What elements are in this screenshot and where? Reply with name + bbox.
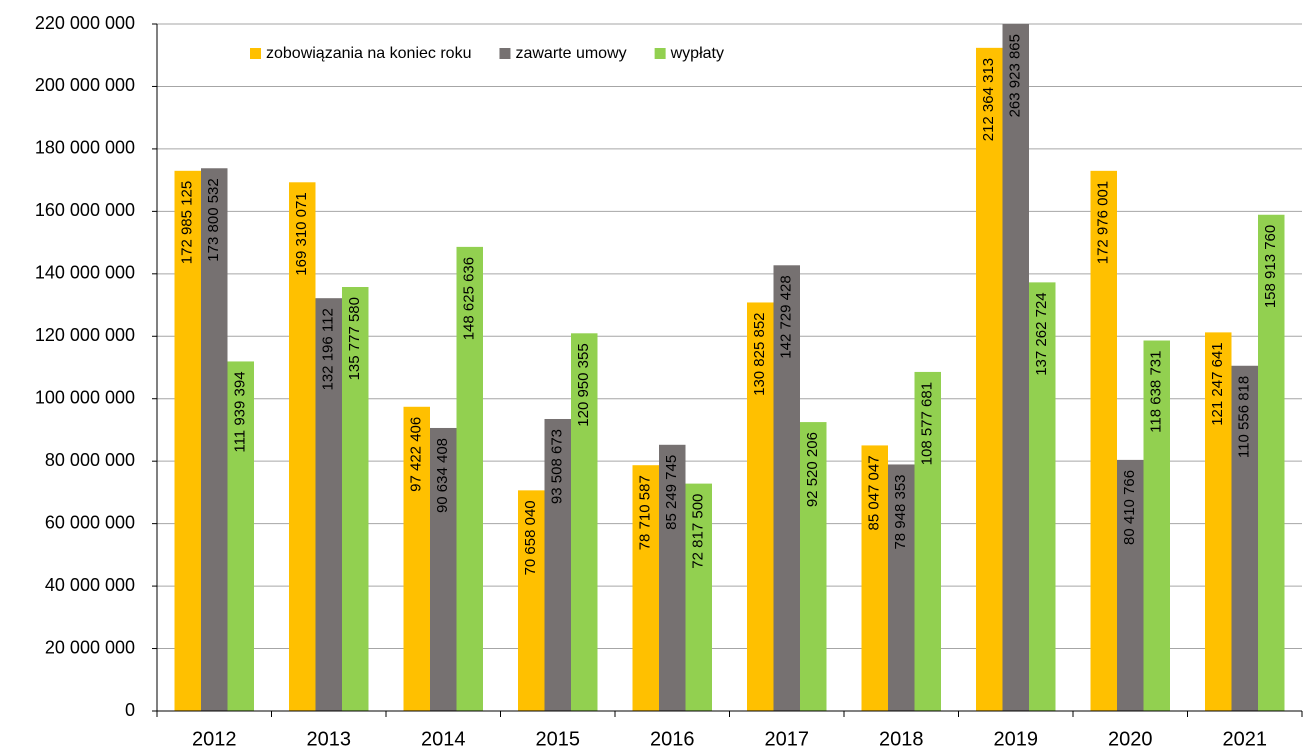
value-label: 169 310 071 — [293, 192, 310, 275]
x-tick-label: 2020 — [1108, 728, 1153, 750]
value-label: 173 800 532 — [205, 178, 222, 261]
y-tick-label: 80 000 000 — [45, 450, 135, 470]
x-tick-label: 2013 — [307, 728, 352, 750]
bar — [315, 298, 342, 711]
bar — [1002, 24, 1029, 711]
y-tick-label: 140 000 000 — [35, 263, 135, 283]
y-tick-label: 100 000 000 — [35, 387, 135, 407]
legend-label: zawarte umowy — [515, 45, 626, 62]
bar — [773, 265, 800, 711]
value-label: 118 638 731 — [1148, 351, 1165, 433]
bar — [1205, 332, 1232, 711]
legend-label: wypłaty — [670, 45, 724, 62]
value-label: 212 364 313 — [980, 58, 997, 141]
value-label: 135 777 580 — [346, 297, 363, 380]
value-label: 121 247 641 — [1209, 342, 1226, 425]
bar — [456, 246, 483, 711]
value-label: 72 817 500 — [690, 494, 707, 569]
x-tick-label: 2016 — [650, 728, 695, 750]
bar — [1029, 282, 1056, 711]
y-tick-label: 60 000 000 — [45, 512, 135, 532]
value-label: 132 196 112 — [320, 308, 337, 390]
x-tick-label: 2021 — [1223, 728, 1268, 750]
value-label: 80 410 766 — [1121, 470, 1138, 545]
value-label: 142 729 428 — [778, 275, 795, 358]
legend-label: zobowiązania na koniec roku — [266, 45, 471, 62]
y-tick-label: 40 000 000 — [45, 575, 135, 595]
bar — [747, 302, 774, 711]
bar — [632, 465, 659, 711]
value-label: 85 047 047 — [866, 455, 883, 530]
value-label: 130 825 852 — [751, 312, 768, 395]
bar — [1143, 340, 1170, 711]
x-tick-label: 2018 — [879, 728, 924, 750]
bar — [914, 371, 941, 711]
bar — [518, 490, 545, 711]
y-tick-label: 200 000 000 — [35, 75, 135, 95]
y-tick-label: 180 000 000 — [35, 138, 135, 158]
value-label: 110 556 818 — [1236, 376, 1253, 458]
legend-swatch — [654, 48, 666, 59]
x-tick-label: 2017 — [765, 728, 810, 750]
value-label: 172 976 001 — [1095, 181, 1112, 264]
bar — [430, 427, 457, 711]
legend-swatch — [499, 48, 511, 59]
bar — [685, 483, 712, 711]
value-label: 93 508 673 — [549, 429, 566, 504]
value-label: 158 913 760 — [1262, 225, 1279, 308]
value-label: 108 577 681 — [919, 382, 936, 465]
bar — [659, 444, 686, 711]
bar — [201, 168, 228, 711]
value-label: 97 422 406 — [408, 417, 425, 492]
y-tick-label: 160 000 000 — [35, 200, 135, 220]
bar — [861, 445, 888, 711]
value-label: 137 262 724 — [1033, 292, 1050, 375]
value-label: 70 658 040 — [522, 500, 539, 575]
value-label: 148 625 636 — [461, 257, 478, 340]
value-label: 111 939 394 — [232, 371, 249, 452]
bar — [403, 406, 430, 711]
bar — [888, 464, 915, 711]
bar — [1231, 365, 1258, 711]
value-label: 92 520 206 — [804, 432, 821, 507]
x-tick-label: 2019 — [994, 728, 1039, 750]
bar — [571, 333, 598, 711]
value-label: 172 985 125 — [179, 181, 196, 264]
bar — [227, 361, 254, 711]
x-tick-label: 2012 — [192, 728, 237, 750]
bars — [174, 24, 1285, 711]
bar — [544, 418, 571, 711]
bar — [976, 47, 1003, 711]
bar — [342, 287, 369, 711]
y-tick-label: 0 — [125, 700, 135, 720]
value-label: 85 249 745 — [663, 455, 680, 530]
x-tick-label: 2015 — [536, 728, 581, 750]
y-tick-label: 120 000 000 — [35, 325, 135, 345]
bar — [1090, 170, 1117, 711]
value-label: 120 950 355 — [575, 343, 592, 426]
value-label: 90 634 408 — [434, 438, 451, 513]
value-label: 263 923 865 — [1007, 34, 1024, 117]
x-tick-label: 2014 — [421, 728, 466, 750]
y-tick-label: 20 000 000 — [45, 637, 135, 657]
bar — [1258, 214, 1285, 711]
y-tick-label: 220 000 000 — [35, 13, 135, 33]
bar — [289, 182, 316, 711]
bar — [174, 170, 201, 711]
bar — [1117, 459, 1144, 711]
legend-swatch — [250, 48, 261, 59]
value-label: 78 948 353 — [892, 474, 909, 549]
value-label: 78 710 587 — [637, 475, 654, 550]
bar — [800, 422, 827, 711]
